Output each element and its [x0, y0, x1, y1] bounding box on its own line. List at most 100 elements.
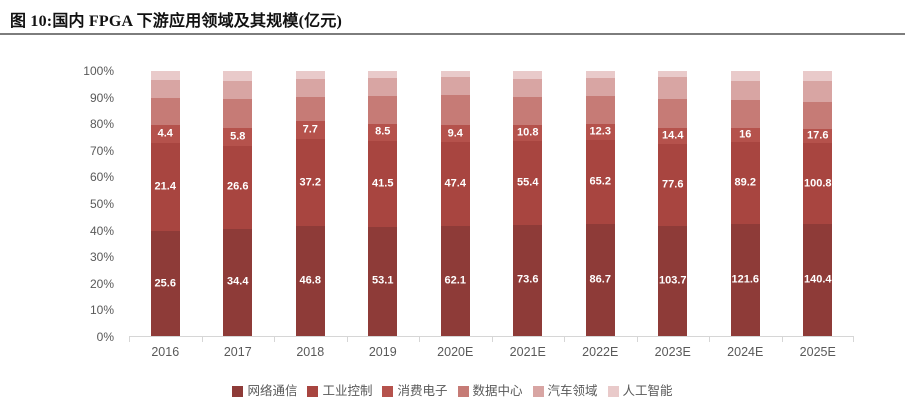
bar-segment-automotive	[730, 81, 760, 101]
y-axis-tick-label: 50%	[89, 197, 114, 211]
y-axis-tick-label: 60%	[89, 170, 114, 185]
bar-segment-automotive	[440, 77, 470, 96]
x-axis-tick	[491, 337, 493, 342]
bar-value-label: 55.4	[517, 176, 539, 189]
bar-value-label: 16	[739, 128, 752, 141]
bar-segment-consumer-electronics: 9.4	[440, 125, 470, 142]
x-axis-category-label: 2016	[151, 345, 180, 359]
x-axis-tick	[853, 337, 854, 342]
category-cell-2023E: 14.4 77.6 103.7	[637, 71, 710, 336]
bar-segment-network-communication: 62.1	[440, 225, 470, 336]
legend-item-industrial-control: 工业控制	[307, 385, 372, 398]
bar-segment-data-center	[150, 97, 180, 126]
bar-segment-data-center	[585, 95, 615, 125]
plot-area: 4.4 21.4 25.6 5.8 26.6 34.4 7.7 37.2 46.8 8.5 41.5…	[129, 71, 854, 337]
x-axis-tick	[201, 337, 203, 342]
legend-label: 消费电子	[397, 384, 448, 398]
bar-value-label: 25.6	[154, 277, 176, 290]
legend-swatch-industrial-control	[307, 385, 319, 397]
figure-title: 图 10:国内 FPGA 下游应用领域及其规模(亿元)	[10, 13, 343, 30]
bar-value-label: 8.5	[375, 125, 391, 138]
y-axis-tick-label: 10%	[89, 303, 114, 318]
legend-swatch-network-communication	[232, 385, 244, 397]
bar-segment-automotive	[585, 77, 615, 96]
legend-item-artificial-intelligence: 人工智能	[607, 385, 673, 398]
x-axis-category-label: 2017	[223, 345, 252, 359]
bar-segment-data-center	[513, 97, 543, 126]
x-axis-tick	[781, 337, 783, 342]
bar-value-label: 77.6	[662, 178, 684, 191]
bar-segment-automotive	[513, 78, 543, 98]
bar-segment-consumer-electronics: 4.4	[150, 125, 180, 144]
bar-segment-data-center	[295, 96, 325, 121]
bar-segment-artificial-intelligence	[803, 71, 833, 82]
x-axis: 2016 2017 2018 2019 2020E 2021E 2022E 2023E 2024…	[129, 337, 854, 369]
x-axis-category-label: 2023E	[654, 345, 691, 359]
stacked-bar-2019: 8.5 41.5 53.1	[368, 71, 398, 336]
bar-value-label: 140.4	[803, 273, 832, 286]
category-cell-2022E: 12.3 65.2 86.7	[564, 71, 637, 336]
bar-value-label: 10.8	[517, 126, 539, 139]
bar-segment-consumer-electronics: 14.4	[658, 128, 688, 144]
bar-segment-network-communication: 73.6	[513, 224, 543, 336]
bar-segment-data-center	[368, 95, 398, 124]
bar-value-label: 21.4	[154, 180, 176, 193]
bar-segment-automotive	[223, 81, 253, 99]
legend-label: 网络通信	[247, 384, 298, 398]
stacked-bar-2017: 5.8 26.6 34.4	[223, 71, 253, 336]
legend-item-network-communication: 网络通信	[232, 385, 297, 398]
bar-value-label: 46.8	[299, 274, 321, 287]
bar-segment-network-communication: 103.7	[658, 225, 688, 336]
bar-segment-network-communication: 140.4	[803, 223, 833, 336]
bar-value-label: 37.2	[299, 176, 321, 189]
stacked-bar-2016: 4.4 21.4 25.6	[150, 71, 180, 336]
chart-legend: 网络通信 工业控制 消费电子 数据中心 汽车领域 人工智能	[0, 385, 905, 398]
legend-label: 数据中心	[472, 384, 523, 398]
x-axis-category-label: 2024E	[727, 345, 764, 359]
legend-label: 工业控制	[322, 384, 373, 398]
bar-value-label: 41.5	[372, 177, 394, 190]
bar-value-label: 14.4	[662, 129, 684, 142]
bar-segment-consumer-electronics: 16	[730, 127, 760, 143]
stacked-bar-2023E: 14.4 77.6 103.7	[658, 71, 688, 336]
bar-segment-data-center	[658, 98, 688, 129]
bar-segment-industrial-control: 100.8	[803, 143, 833, 224]
legend-item-data-center: 数据中心	[457, 384, 523, 398]
bar-segment-automotive	[150, 80, 180, 98]
y-axis-tick-label: 20%	[89, 276, 114, 291]
y-axis-tick-label: 70%	[89, 143, 114, 158]
x-axis-tick	[636, 337, 638, 342]
bar-segment-artificial-intelligence	[658, 71, 688, 78]
bar-value-label: 89.2	[734, 176, 756, 189]
x-axis-category-label: 2018	[296, 345, 325, 359]
bar-segment-data-center	[730, 100, 760, 128]
stacked-bar-2020E: 9.4 47.4 62.1	[440, 71, 470, 336]
bar-segment-industrial-control: 37.2	[295, 138, 325, 227]
bar-value-label: 5.8	[230, 130, 246, 143]
bar-segment-artificial-intelligence	[223, 71, 253, 82]
bar-segment-artificial-intelligence	[368, 71, 398, 78]
legend-swatch-artificial-intelligence	[607, 385, 619, 397]
bar-segment-industrial-control: 89.2	[730, 142, 760, 225]
y-axis: 0% 10% 20% 30% 40% 50% 60% 70% 80% 90% 100%	[0, 65, 122, 343]
bar-segment-automotive	[368, 77, 398, 96]
bar-segment-industrial-control: 65.2	[585, 139, 615, 225]
bar-segment-consumer-electronics: 12.3	[585, 124, 615, 140]
category-cell-2025E: 17.6 100.8 140.4	[782, 71, 855, 336]
x-axis-tick	[129, 337, 130, 342]
bar-segment-network-communication: 46.8	[295, 226, 325, 336]
bar-segment-automotive	[295, 78, 325, 97]
bar-value-label: 4.4	[157, 127, 173, 140]
bar-segment-consumer-electronics: 10.8	[513, 125, 543, 142]
bar-segment-network-communication: 53.1	[368, 226, 398, 336]
bar-value-label: 121.6	[731, 273, 760, 286]
stacked-bar-2025E: 17.6 100.8 140.4	[803, 71, 833, 336]
legend-item-consumer-electronics: 消费电子	[382, 384, 448, 398]
bar-value-label: 103.7	[658, 274, 687, 287]
bar-segment-network-communication: 25.6	[150, 231, 180, 336]
x-axis-tick	[346, 337, 348, 342]
y-axis-tick-label: 80%	[89, 117, 114, 132]
category-cell-2016: 4.4 21.4 25.6	[129, 71, 202, 336]
x-axis-category-label: 2022E	[582, 345, 619, 359]
